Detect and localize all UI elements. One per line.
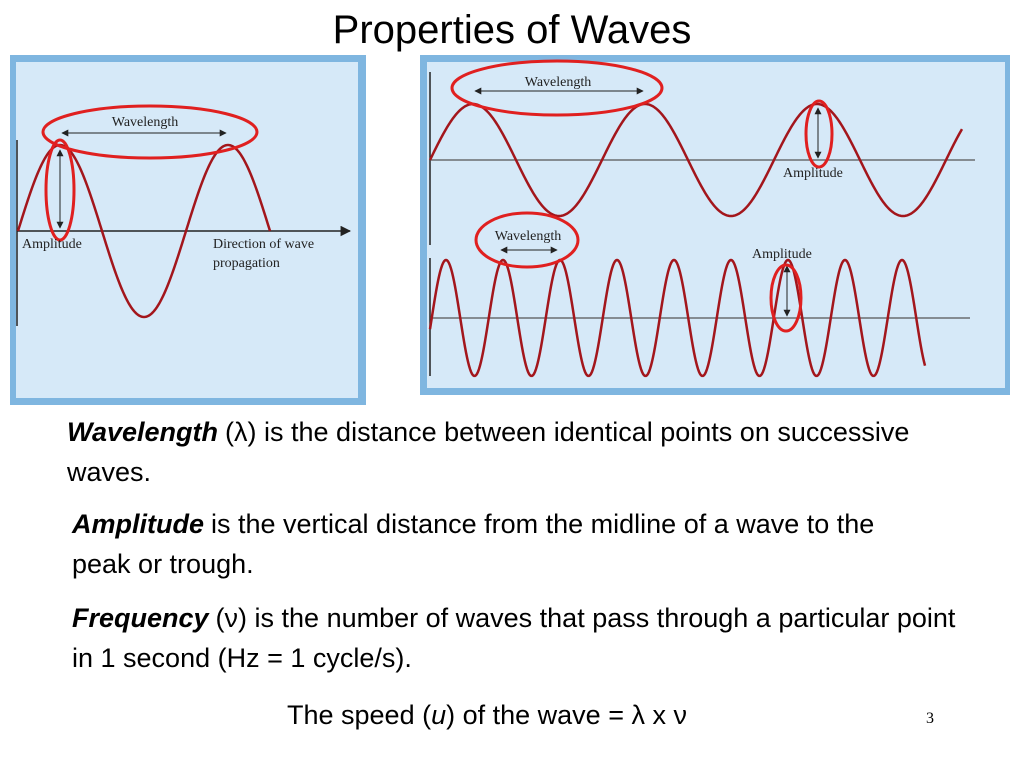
definition: Frequency (ν) is the number of waves that… <box>72 598 972 678</box>
label: Wavelength <box>112 115 179 130</box>
speed-formula: The speed (u) of the wave = λ x ν <box>0 700 974 731</box>
highlight <box>44 138 76 242</box>
label: Amplitude <box>22 237 82 252</box>
panel <box>427 62 1005 388</box>
definition: Amplitude is the vertical distance from t… <box>72 504 932 584</box>
definition-text: is the vertical distance from the midlin… <box>72 509 875 579</box>
definition: Wavelength (λ) is the distance between id… <box>67 412 987 492</box>
term: Wavelength <box>67 417 219 447</box>
title: Properties of Waves <box>332 8 692 52</box>
definition-text: (λ) is the distance between identical po… <box>67 417 910 487</box>
wave <box>428 102 964 218</box>
highlight <box>450 59 664 117</box>
label: Wavelength <box>525 75 592 90</box>
term: Frequency <box>72 603 209 633</box>
label: Amplitude <box>783 166 843 181</box>
highlight <box>474 211 580 269</box>
text: The speed ( <box>287 700 432 730</box>
page-number: 3 <box>926 710 934 727</box>
label: propagation <box>213 256 280 271</box>
text: ) of the wave = λ x ν <box>446 700 687 730</box>
label: Direction of wave <box>213 237 314 252</box>
term: Amplitude <box>72 509 204 539</box>
definition-text: (ν) is the number of waves that pass thr… <box>72 603 956 673</box>
highlight <box>769 263 803 333</box>
label: Wavelength <box>495 229 562 244</box>
label: Amplitude <box>752 247 812 262</box>
symbol: u <box>431 700 447 730</box>
wave <box>428 258 927 378</box>
figures: Wavelength Amplitude Direction of wave p… <box>10 55 1010 405</box>
highlight <box>41 104 259 160</box>
highlight <box>804 99 834 169</box>
